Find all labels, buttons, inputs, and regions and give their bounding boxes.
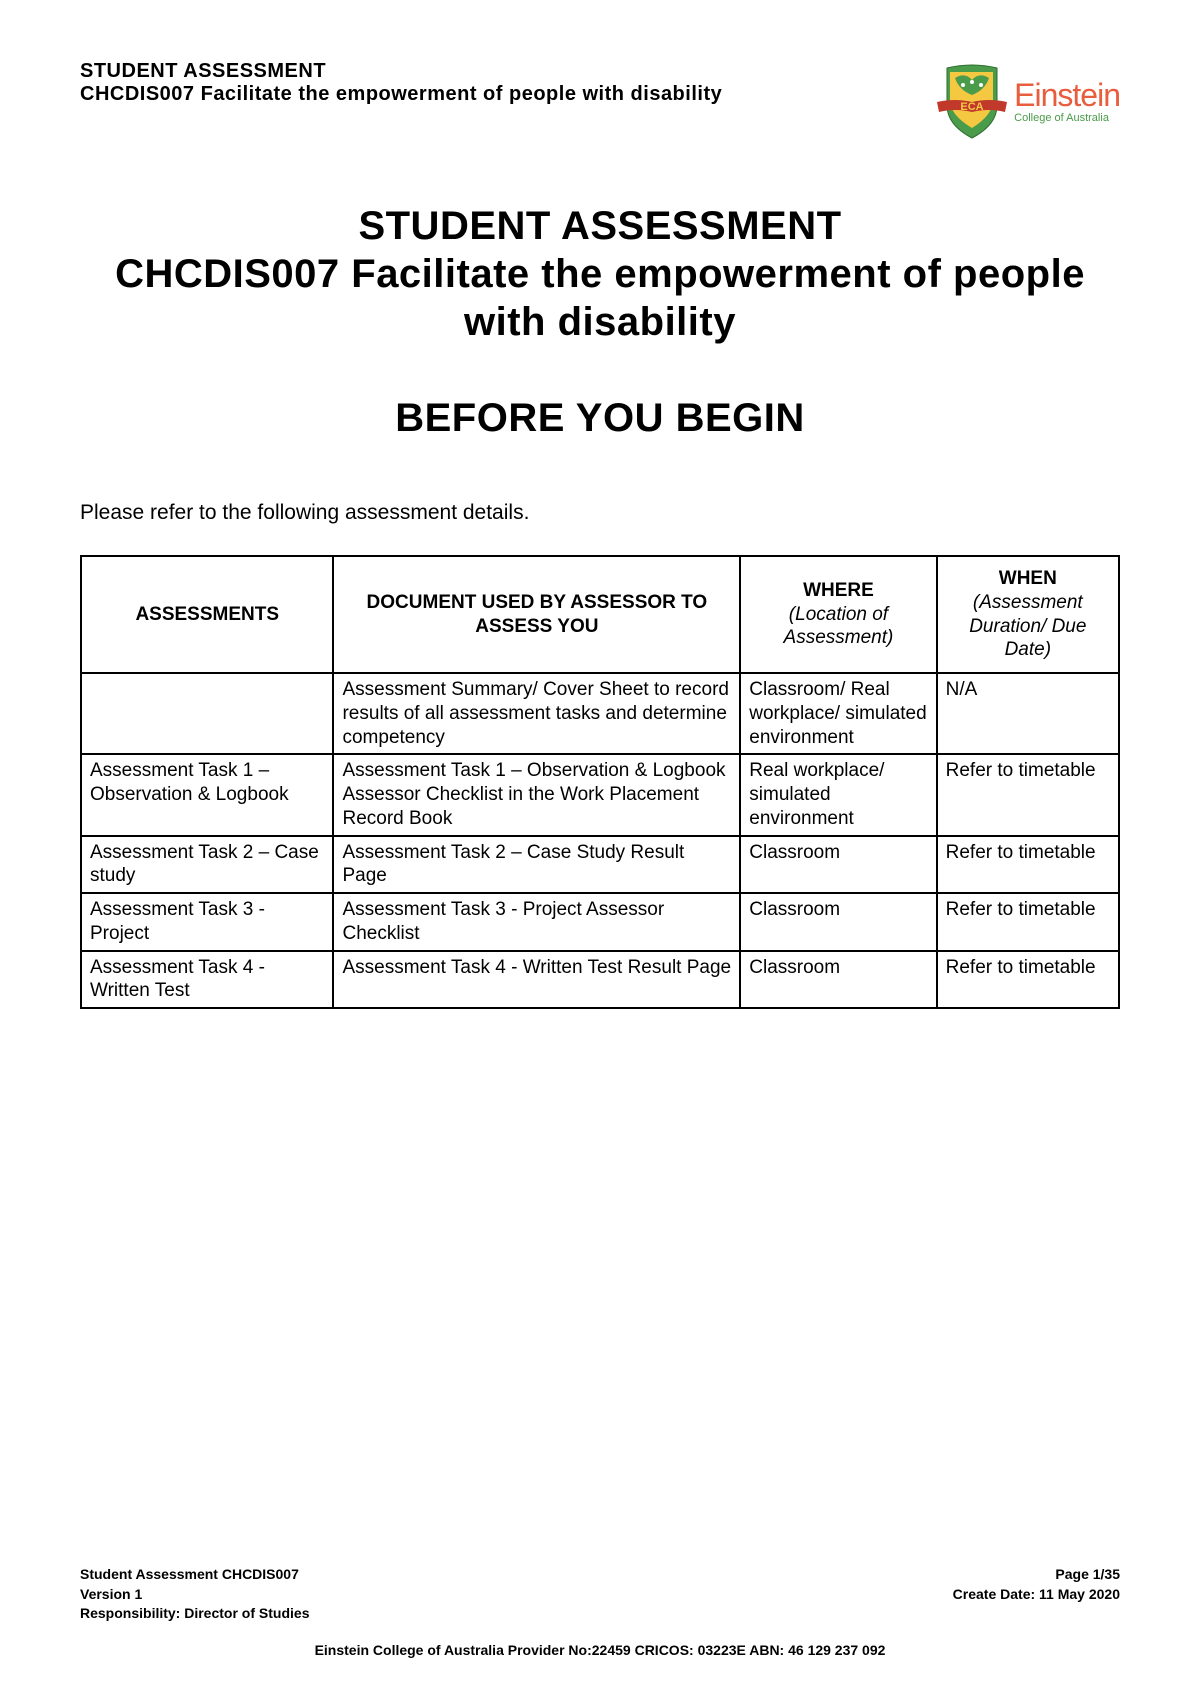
cell-where: Classroom	[740, 893, 936, 951]
title-line2: CHCDIS007 Facilitate the empowerment of …	[115, 252, 1085, 344]
section-title: BEFORE YOU BEGIN	[80, 396, 1120, 441]
logo-text: Einstein College of Australia	[1014, 79, 1120, 124]
header-when-sub: (Assessment Duration/ Due Date)	[946, 591, 1110, 662]
cell-assessment: Assessment Task 4 - Written Test	[81, 951, 333, 1009]
cell-when: Refer to timetable	[937, 754, 1119, 835]
header-text-block: STUDENT ASSESSMENT CHCDIS007 Facilitate …	[80, 60, 935, 106]
title-block: STUDENT ASSESSMENT CHCDIS007 Facilitate …	[80, 202, 1120, 441]
footer-left: Student Assessment CHCDIS007 Version 1 R…	[80, 1565, 309, 1624]
cell-where: Classroom	[740, 836, 936, 894]
document-page: STUDENT ASSESSMENT CHCDIS007 Facilitate …	[0, 0, 1200, 1698]
footer-right: Page 1/35 Create Date: 11 May 2020	[953, 1565, 1120, 1624]
badge-text: ECA	[961, 101, 984, 113]
cell-document: Assessment Summary/ Cover Sheet to recor…	[333, 673, 740, 754]
cell-assessment: Assessment Task 3 - Project	[81, 893, 333, 951]
assessment-table: ASSESSMENTS DOCUMENT USED BY ASSESSOR TO…	[80, 555, 1120, 1009]
header-assessments: ASSESSMENTS	[81, 556, 333, 673]
header-line2: CHCDIS007 Facilitate the empowerment of …	[80, 83, 935, 106]
footer-version: Version 1	[80, 1585, 309, 1605]
cell-when: Refer to timetable	[937, 893, 1119, 951]
header-where-sub: (Location of Assessment)	[749, 603, 927, 651]
header-where-main: WHERE	[803, 580, 874, 601]
brand-name: Einstein	[1014, 79, 1120, 111]
footer-responsibility: Responsibility: Director of Studies	[80, 1604, 309, 1624]
main-title: STUDENT ASSESSMENT CHCDIS007 Facilitate …	[80, 202, 1120, 346]
shield-icon: ECA	[935, 60, 1010, 142]
table-row: Assessment Task 1 – Observation & Logboo…	[81, 754, 1119, 835]
cell-document: Assessment Task 2 – Case Study Result Pa…	[333, 836, 740, 894]
table-header-row: ASSESSMENTS DOCUMENT USED BY ASSESSOR TO…	[81, 556, 1119, 673]
table-row: Assessment Task 2 – Case study Assessmen…	[81, 836, 1119, 894]
page-header: STUDENT ASSESSMENT CHCDIS007 Facilitate …	[80, 60, 1120, 142]
cell-when: Refer to timetable	[937, 951, 1119, 1009]
cell-assessment	[81, 673, 333, 754]
cell-document: Assessment Task 3 - Project Assessor Che…	[333, 893, 740, 951]
table-row: Assessment Summary/ Cover Sheet to recor…	[81, 673, 1119, 754]
cell-when: Refer to timetable	[937, 836, 1119, 894]
header-document: DOCUMENT USED BY ASSESSOR TO ASSESS YOU	[333, 556, 740, 673]
header-when-main: WHEN	[999, 568, 1057, 589]
footer-doc-name: Student Assessment CHCDIS007	[80, 1565, 309, 1585]
cell-where: Classroom/ Real workplace/ simulated env…	[740, 673, 936, 754]
footer-row: Student Assessment CHCDIS007 Version 1 R…	[80, 1565, 1120, 1624]
college-logo: ECA Einstein College of Australia	[935, 60, 1120, 142]
header-where: WHERE (Location of Assessment)	[740, 556, 936, 673]
header-when: WHEN (Assessment Duration/ Due Date)	[937, 556, 1119, 673]
cell-assessment: Assessment Task 2 – Case study	[81, 836, 333, 894]
cell-where: Classroom	[740, 951, 936, 1009]
table-row: Assessment Task 4 - Written Test Assessm…	[81, 951, 1119, 1009]
intro-paragraph: Please refer to the following assessment…	[80, 501, 1120, 525]
title-line1: STUDENT ASSESSMENT	[358, 204, 841, 248]
cell-document: Assessment Task 4 - Written Test Result …	[333, 951, 740, 1009]
header-line1: STUDENT ASSESSMENT	[80, 60, 935, 83]
page-footer: Student Assessment CHCDIS007 Version 1 R…	[80, 1565, 1120, 1658]
cell-where: Real workplace/ simulated environment	[740, 754, 936, 835]
footer-provider-info: Einstein College of Australia Provider N…	[80, 1642, 1120, 1658]
footer-create-date: Create Date: 11 May 2020	[953, 1585, 1120, 1605]
cell-assessment: Assessment Task 1 – Observation & Logboo…	[81, 754, 333, 835]
cell-document: Assessment Task 1 – Observation & Logboo…	[333, 754, 740, 835]
footer-page-number: Page 1/35	[953, 1565, 1120, 1585]
cell-when: N/A	[937, 673, 1119, 754]
table-row: Assessment Task 3 - Project Assessment T…	[81, 893, 1119, 951]
brand-subtitle: College of Australia	[1014, 113, 1120, 124]
